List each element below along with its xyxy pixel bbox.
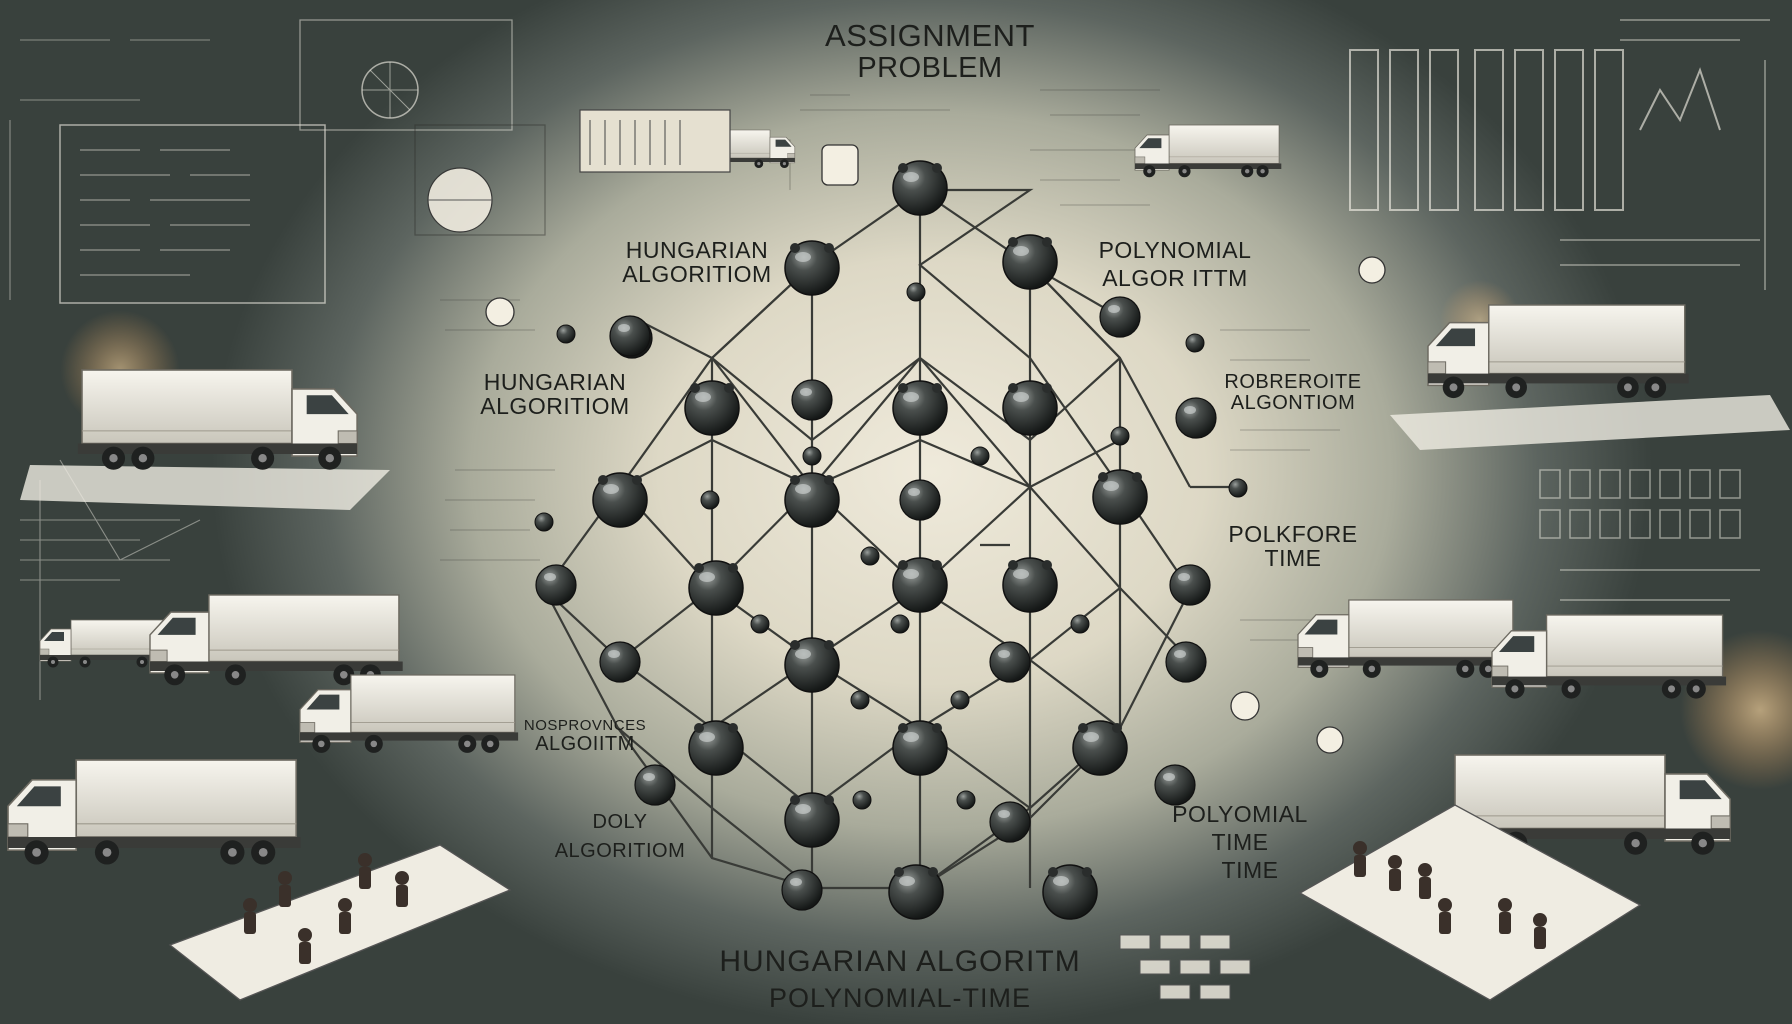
main-title: ASSIGNMENT PROBLEM bbox=[790, 18, 1070, 84]
label-line: POLYNOMIAL bbox=[1098, 237, 1252, 263]
label-line: ALGONTIOM bbox=[1230, 392, 1356, 414]
paper-slips bbox=[1119, 934, 1251, 1000]
label-line: TIME bbox=[1221, 857, 1279, 884]
label-line: NOSPROVNCES bbox=[523, 717, 647, 734]
label-line: HUNGARIAN bbox=[625, 237, 769, 263]
label-hungarian-2: HUNGARIAN ALGORITIOM bbox=[470, 370, 640, 418]
background-scribbles bbox=[440, 89, 1350, 641]
label-line: ALGOIITM bbox=[535, 732, 635, 755]
label-line: ALGOR ITTM bbox=[1102, 265, 1248, 292]
label-line: ALGORITIOM bbox=[554, 840, 686, 862]
people-tables bbox=[168, 804, 1642, 1001]
label-line: HUNGARIAN bbox=[483, 369, 627, 395]
label-line: ALGORITIOM bbox=[622, 261, 772, 288]
bottom-title-line1: HUNGARIAN ALGORITM bbox=[719, 945, 1081, 978]
label-line: TIME bbox=[1264, 545, 1322, 572]
main-title-line1: ASSIGNMENT bbox=[825, 18, 1035, 53]
truck-illustrations bbox=[8, 109, 1790, 865]
label-line: TIME bbox=[1211, 829, 1269, 856]
circled-symbols bbox=[485, 144, 1386, 754]
main-title-line2: PROBLEM bbox=[857, 51, 1003, 84]
label-line: DOLY bbox=[592, 811, 648, 833]
label-doly: DOLY ALGORITIOM bbox=[530, 812, 710, 862]
bottom-title: HUNGARIAN ALGORITM POLYNOMIAL-TIME bbox=[680, 946, 1120, 1012]
label-robreroite: ROBREROITE ALGONTIOM bbox=[1218, 372, 1368, 414]
label-polkfore: POLKFORE TIME bbox=[1218, 522, 1368, 570]
label-line: ALGORITIOM bbox=[480, 393, 630, 420]
label-line: ROBREROITE bbox=[1224, 371, 1362, 393]
bottom-title-line2: POLYNOMIAL-TIME bbox=[768, 982, 1032, 1013]
left-chalk-panels bbox=[9, 19, 546, 700]
label-polyomial-time: POLYOMIAL TIME TIME bbox=[1150, 801, 1330, 884]
label-polynomial-algoritm: POLYNOMIAL ALGOR ITTM bbox=[1090, 238, 1260, 290]
label-line: POLYOMIAL bbox=[1172, 801, 1308, 827]
label-hungarian-1: HUNGARIAN ALGORITIOM bbox=[612, 238, 782, 286]
right-chalk-panels bbox=[1349, 19, 1770, 601]
label-nosprovnces: NOSPROVNCES ALGOIITM bbox=[510, 718, 660, 755]
label-line: POLKFORE bbox=[1228, 521, 1358, 547]
